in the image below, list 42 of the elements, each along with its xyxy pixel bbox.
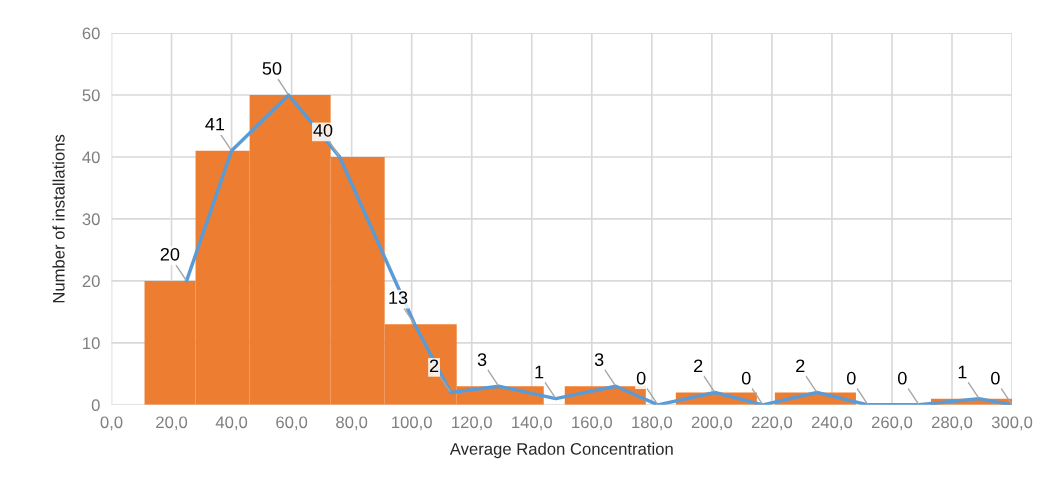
x-tick-label: 180,0 [632,416,673,431]
x-tick-label: 160,0 [572,416,612,431]
x-tick-label: 40,0 [215,416,248,431]
data-label: 13 [389,291,408,305]
data-label: 0 [636,371,646,385]
y-tick-label: 30 [82,213,100,226]
y-tick-label: 50 [82,89,100,102]
data-label: 0 [991,371,1000,385]
x-tick-label: 0,0 [100,416,123,431]
data-label: 0 [897,371,907,385]
data-label: 2 [429,359,439,373]
x-tick-label: 260,0 [871,416,913,431]
data-label: 2 [694,359,703,373]
data-label: 1 [535,365,544,379]
x-tick-label: 140,0 [512,416,552,431]
x-tick-label: 240,0 [811,416,853,431]
x-tick-label: 200,0 [691,416,733,431]
data-label: 20 [160,247,180,261]
data-label: 3 [594,353,604,367]
data-label: 40 [313,123,333,137]
x-tick-label: 100,0 [392,416,432,431]
y-tick-label: 20 [82,275,100,288]
y-tick-label: 10 [83,337,100,350]
x-tick-label: 60,0 [276,416,308,431]
y-tick-label: 60 [82,27,100,40]
data-label: 0 [741,371,751,385]
data-label: 1 [958,365,967,379]
y-axis-title: Number of installations [52,134,65,303]
x-tick-label: 120,0 [452,416,492,431]
x-tick-label: 220,0 [751,416,793,431]
data-label: 50 [262,61,282,75]
data-label: 3 [477,353,487,367]
x-axis-title: Average Radon Concentration [449,442,673,459]
x-tick-label: 80,0 [336,416,368,431]
x-tick-label: 300,0 [991,416,1033,431]
x-tick-label: 280,0 [931,416,973,431]
data-label: 0 [846,371,856,385]
x-tick-label: 20,0 [156,416,188,431]
data-label: 41 [205,117,225,131]
y-tick-label: 0 [91,399,100,412]
data-label: 2 [796,359,805,373]
y-tick-label: 40 [82,151,100,164]
